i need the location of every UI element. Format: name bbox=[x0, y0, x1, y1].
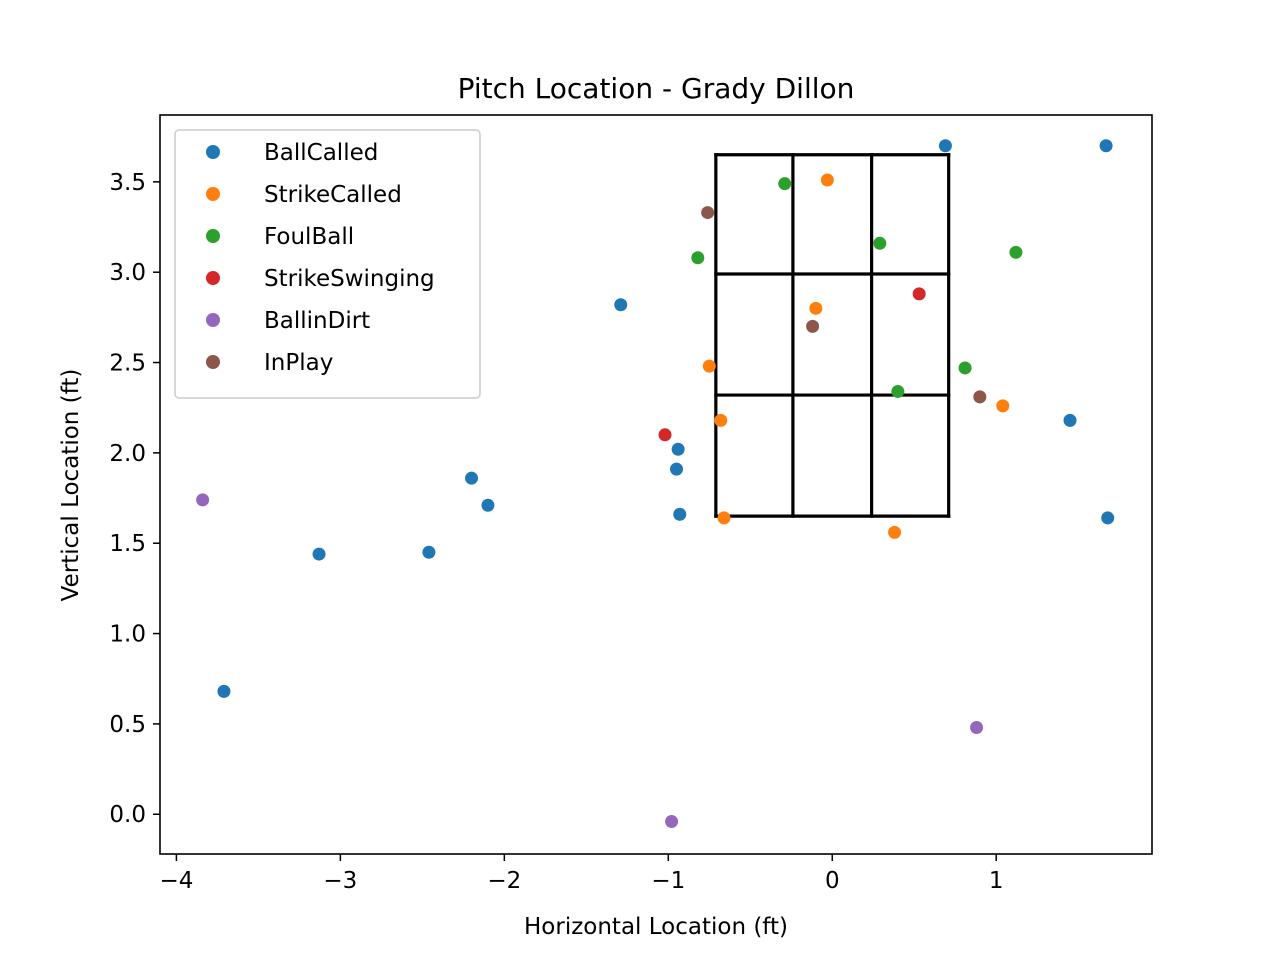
point-ballcalled bbox=[465, 471, 479, 485]
legend-label-ballcalled: BallCalled bbox=[264, 140, 378, 166]
point-ballcalled bbox=[671, 442, 685, 456]
point-strikecalled bbox=[702, 359, 716, 373]
x-tick-label: 1 bbox=[989, 868, 1004, 894]
point-strikeswinging bbox=[658, 428, 672, 442]
legend-marker-strikecalled bbox=[206, 187, 220, 201]
point-ballindirt bbox=[970, 721, 984, 735]
point-ballcalled bbox=[422, 545, 436, 559]
legend-label-strikecalled: StrikeCalled bbox=[264, 182, 402, 208]
chart-title: Pitch Location - Grady Dillon bbox=[458, 72, 855, 105]
point-strikecalled bbox=[996, 399, 1010, 413]
point-foulball bbox=[958, 361, 972, 375]
y-tick-label: 1.0 bbox=[109, 622, 146, 648]
legend-box bbox=[174, 129, 481, 399]
legend-label-ballindirt: BallinDirt bbox=[264, 308, 370, 334]
y-tick-label: 3.5 bbox=[109, 170, 146, 196]
point-strikeswinging bbox=[912, 287, 926, 301]
point-ballcalled bbox=[1101, 511, 1115, 525]
x-tick-label: −2 bbox=[487, 868, 521, 894]
point-ballcalled bbox=[312, 547, 326, 561]
point-strikecalled bbox=[888, 525, 902, 539]
point-ballcalled bbox=[217, 684, 231, 698]
point-ballcalled bbox=[1063, 413, 1077, 427]
point-ballindirt bbox=[196, 493, 210, 507]
x-tick-label: −1 bbox=[651, 868, 685, 894]
legend-marker-strikeswinging bbox=[206, 271, 220, 285]
legend: BallCalled StrikeCalled FoulBall StrikeSwin… bbox=[174, 129, 481, 399]
legend-marker-foulball bbox=[206, 229, 220, 243]
point-ballcalled bbox=[669, 462, 683, 476]
plot-frame bbox=[159, 114, 1153, 855]
x-tick-label: 0 bbox=[825, 868, 840, 894]
legend-label-strikeswinging: StrikeSwinging bbox=[264, 266, 435, 292]
point-ballindirt bbox=[665, 814, 679, 828]
point-inplay bbox=[806, 319, 820, 333]
point-strikecalled bbox=[809, 301, 823, 315]
x-axis-label: Horizontal Location (ft) bbox=[524, 914, 788, 940]
point-ballcalled bbox=[673, 507, 687, 521]
y-tick-label: 3.0 bbox=[109, 260, 146, 286]
point-inplay bbox=[973, 390, 987, 404]
point-strikecalled bbox=[820, 173, 834, 187]
point-foulball bbox=[891, 384, 905, 398]
point-strikecalled bbox=[717, 511, 731, 525]
legend-marker-ballcalled bbox=[206, 145, 220, 159]
point-foulball bbox=[1009, 245, 1023, 259]
x-tick-label: −4 bbox=[159, 868, 193, 894]
point-ballcalled bbox=[1099, 139, 1113, 153]
x-tick-label: −3 bbox=[323, 868, 357, 894]
point-inplay bbox=[701, 206, 715, 220]
y-tick-label: 0.5 bbox=[109, 712, 146, 738]
plot-area: −4 −3 −2 −1 0 1 0.0 0.5 1.0 1.5 2.0 2.5 3.0 3.5 BallCa… bbox=[109, 114, 1153, 894]
point-ballcalled bbox=[614, 298, 628, 312]
point-strikecalled bbox=[714, 413, 728, 427]
point-foulball bbox=[778, 177, 792, 191]
point-ballcalled bbox=[938, 139, 952, 153]
y-tick-label: 0.0 bbox=[109, 802, 146, 828]
point-ballcalled bbox=[481, 498, 495, 512]
legend-marker-ballindirt bbox=[206, 313, 220, 327]
y-tick-label: 2.0 bbox=[109, 441, 146, 467]
point-foulball bbox=[873, 236, 887, 250]
y-axis-label: Vertical Location (ft) bbox=[58, 369, 84, 602]
point-foulball bbox=[691, 251, 705, 265]
legend-marker-inplay bbox=[206, 355, 220, 369]
y-tick-label: 1.5 bbox=[109, 531, 146, 557]
legend-label-foulball: FoulBall bbox=[264, 224, 354, 250]
y-tick-label: 2.5 bbox=[109, 351, 146, 377]
legend-label-inplay: InPlay bbox=[264, 350, 333, 376]
